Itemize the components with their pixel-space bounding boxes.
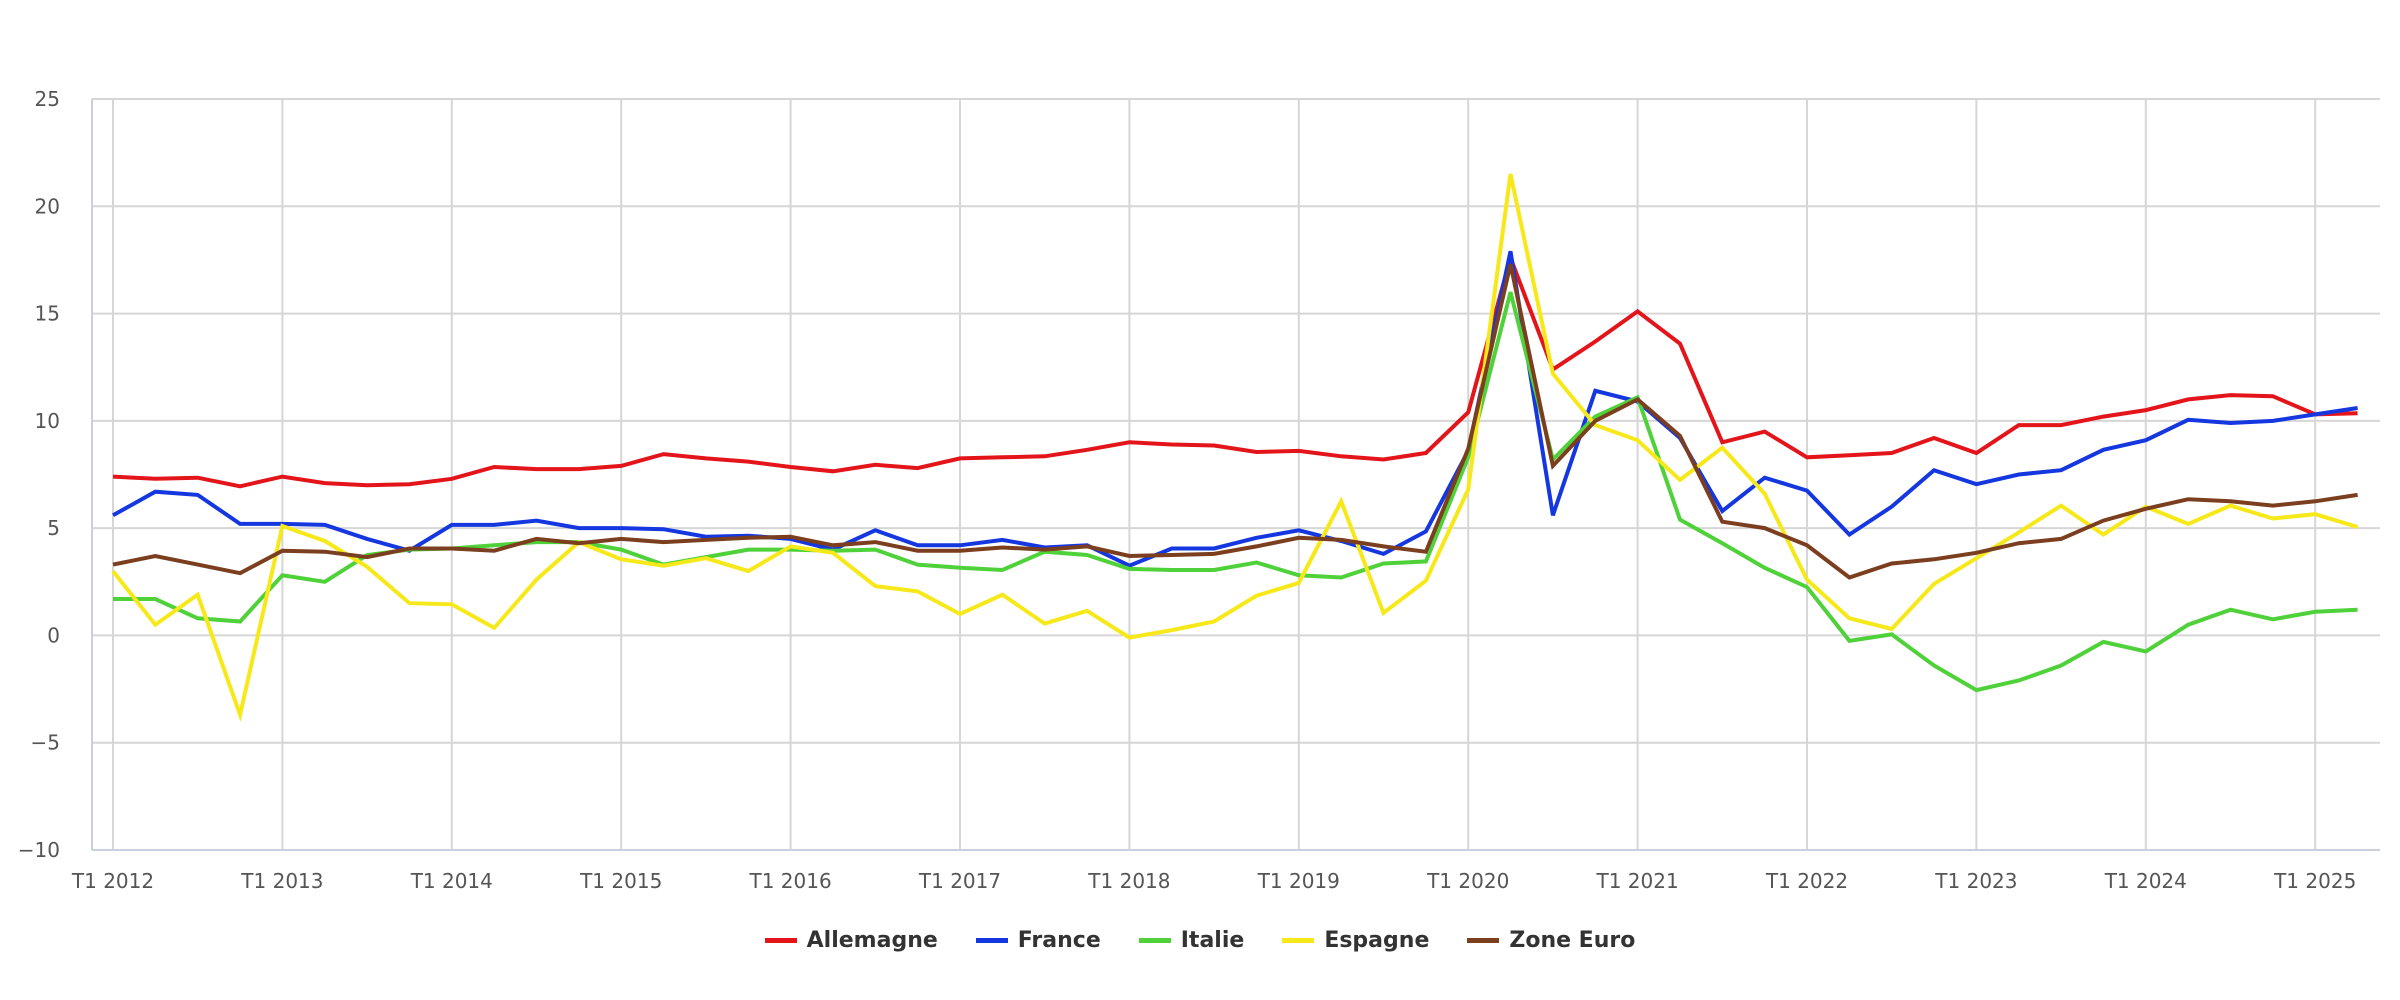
y-tick-label: −10 <box>18 838 60 862</box>
legend-swatch-icon <box>975 938 1008 943</box>
x-tick-label: T1 2023 <box>1934 869 2017 893</box>
legend-item-italie[interactable]: Italie <box>1138 928 1245 953</box>
x-tick-label: T1 2013 <box>240 869 323 893</box>
legend: Allemagne France Italie Espagne Zone Eur… <box>0 928 2400 953</box>
x-tick-label: T1 2017 <box>918 869 1001 893</box>
legend-item-espagne[interactable]: Espagne <box>1282 928 1429 953</box>
y-tick-label: −5 <box>31 731 60 755</box>
series-line-france[interactable] <box>112 250 2358 568</box>
legend-label: France <box>1017 928 1101 953</box>
x-tick-label: T1 2020 <box>1426 869 1509 893</box>
y-tick-label: 25 <box>35 87 60 111</box>
legend-label: Espagne <box>1324 928 1430 953</box>
legend-swatch-icon <box>1467 938 1500 943</box>
y-tick-label: 15 <box>35 302 60 326</box>
series-lines <box>111 173 2359 723</box>
legend-label: Allemagne <box>806 928 938 953</box>
y-tick-label: 5 <box>47 516 60 540</box>
x-tick-label: T1 2015 <box>579 869 662 893</box>
x-tick-label: T1 2019 <box>1257 869 1340 893</box>
series-line-espagne[interactable] <box>111 173 2359 723</box>
x-tick-label: T1 2025 <box>2273 869 2356 893</box>
legend-swatch-icon <box>764 938 797 943</box>
legend-item-france[interactable]: France <box>975 928 1101 953</box>
legend-label: Zone Euro <box>1509 928 1636 953</box>
x-tick-label: T1 2012 <box>71 869 154 893</box>
gridlines <box>91 98 2380 851</box>
x-tick-label: T1 2016 <box>748 869 831 893</box>
y-tick-label: 20 <box>35 194 60 218</box>
series-line-allemagne[interactable] <box>112 251 2358 489</box>
y-tick-label: 0 <box>47 623 60 647</box>
x-tick-label: T1 2014 <box>410 869 493 893</box>
x-tick-label: T1 2022 <box>1765 869 1848 893</box>
legend-label: Italie <box>1180 928 1245 953</box>
y-tick-label: 10 <box>35 409 60 433</box>
x-tick-label: T1 2018 <box>1087 869 1170 893</box>
legend-swatch-icon <box>1282 938 1315 943</box>
x-axis-ticks: T1 2012 T1 2013 T1 2014 T1 2015 T1 2016 T1 20… <box>71 869 2356 893</box>
x-tick-label: T1 2024 <box>2104 869 2187 893</box>
x-tick-label: T1 2021 <box>1595 869 1678 893</box>
legend-swatch-icon <box>1138 938 1171 943</box>
series-line-zone-euro[interactable] <box>112 263 2358 580</box>
series-line-italie[interactable] <box>113 291 2358 693</box>
y-axis-ticks: −10 −5 0 5 10 15 20 25 <box>18 87 60 862</box>
legend-item-zone-euro[interactable]: Zone Euro <box>1467 928 1635 953</box>
legend-item-allemagne[interactable]: Allemagne <box>764 928 938 953</box>
